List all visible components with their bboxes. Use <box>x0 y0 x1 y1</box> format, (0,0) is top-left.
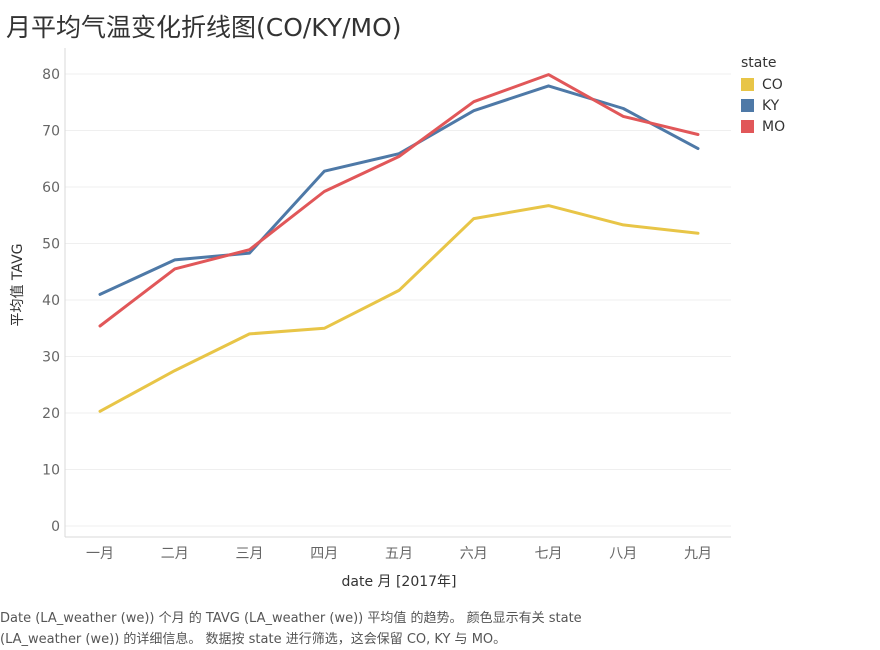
legend-swatch-mo <box>741 120 754 133</box>
data-point-mo-5[interactable] <box>396 153 402 159</box>
y-tick-label-70: 70 <box>42 124 60 140</box>
x-tick-label-9: 九月 <box>684 546 712 562</box>
data-point-mo-1[interactable] <box>97 323 103 329</box>
legend-label-co: CO <box>762 76 783 93</box>
x-tick-label-5: 五月 <box>385 546 413 562</box>
data-point-co-3[interactable] <box>247 331 253 337</box>
data-point-ky-2[interactable] <box>172 257 178 263</box>
data-point-co-1[interactable] <box>97 408 103 414</box>
x-tick-label-7: 七月 <box>535 546 563 562</box>
legend: state CO KY MO <box>741 55 785 137</box>
data-point-co-2[interactable] <box>172 368 178 374</box>
data-point-ky-1[interactable] <box>97 291 103 297</box>
y-tick-label-60: 60 <box>42 180 60 196</box>
series-line-co[interactable] <box>98 204 700 413</box>
series-line-mo[interactable] <box>98 73 700 328</box>
x-tick-label-6: 六月 <box>460 546 488 562</box>
data-point-mo-2[interactable] <box>172 266 178 272</box>
chart-caption: Date (LA_weather (we)) 个月 的 TAVG (LA_wea… <box>0 608 670 650</box>
legend-label-mo: MO <box>762 118 786 135</box>
data-point-mo-6[interactable] <box>471 99 477 105</box>
legend-title: state <box>741 55 777 71</box>
y-axis-title: 平均值 TAVG <box>10 243 26 326</box>
data-point-mo-7[interactable] <box>546 72 552 78</box>
caption-line-2: (LA_weather (we)) 的详细信息。 数据按 state 进行筛选，… <box>0 632 507 647</box>
data-point-mo-9[interactable] <box>695 131 701 137</box>
caption-line-1: Date (LA_weather (we)) 个月 的 TAVG (LA_wea… <box>0 611 582 626</box>
y-tick-label-50: 50 <box>42 237 60 253</box>
y-tick-label-40: 40 <box>42 293 60 309</box>
legend-swatch-ky <box>741 99 754 112</box>
data-point-co-6[interactable] <box>471 216 477 222</box>
x-axis-title: date 月 [2017年] <box>341 574 456 590</box>
data-point-mo-8[interactable] <box>620 113 626 119</box>
data-point-co-5[interactable] <box>396 287 402 293</box>
x-tick-label-3: 三月 <box>236 546 264 562</box>
chart-title: 月平均气温变化折线图(CO/KY/MO) <box>6 13 402 42</box>
x-tick-label-2: 二月 <box>161 546 189 562</box>
gridlines <box>65 73 731 527</box>
data-point-ky-4[interactable] <box>321 168 327 174</box>
y-tick-label-20: 20 <box>42 406 60 422</box>
y-tick-label-0: 0 <box>51 519 60 535</box>
data-point-co-9[interactable] <box>695 230 701 236</box>
y-tick-label-80: 80 <box>42 67 60 83</box>
legend-item-co[interactable]: CO <box>741 74 785 95</box>
data-point-co-4[interactable] <box>321 325 327 331</box>
legend-swatch-co <box>741 78 754 91</box>
series-lines[interactable] <box>97 72 701 415</box>
data-point-co-8[interactable] <box>620 222 626 228</box>
data-point-ky-6[interactable] <box>471 108 477 114</box>
data-point-mo-4[interactable] <box>321 189 327 195</box>
data-point-ky-9[interactable] <box>695 146 701 152</box>
x-tick-label-8: 八月 <box>609 546 637 562</box>
legend-item-ky[interactable]: KY <box>741 95 785 116</box>
data-point-mo-3[interactable] <box>247 247 253 253</box>
legend-item-mo[interactable]: MO <box>741 116 785 137</box>
x-tick-label-4: 四月 <box>310 546 338 562</box>
line-chart: 0 10 20 30 40 50 60 70 80 一月 二月 三月 四月 五月 六月 七月 八月 九月 date… <box>10 48 731 590</box>
series-line-ky[interactable] <box>98 84 700 296</box>
data-point-ky-7[interactable] <box>546 83 552 89</box>
legend-label-ky: KY <box>762 97 780 114</box>
x-tick-label-1: 一月 <box>86 546 114 562</box>
data-point-co-7[interactable] <box>546 203 552 209</box>
axes: 0 10 20 30 40 50 60 70 80 一月 二月 三月 四月 五月 六月 七月 八月 九月 <box>42 48 731 562</box>
y-tick-label-10: 10 <box>42 463 60 479</box>
y-tick-label-30: 30 <box>42 350 60 366</box>
data-point-ky-8[interactable] <box>620 105 626 111</box>
